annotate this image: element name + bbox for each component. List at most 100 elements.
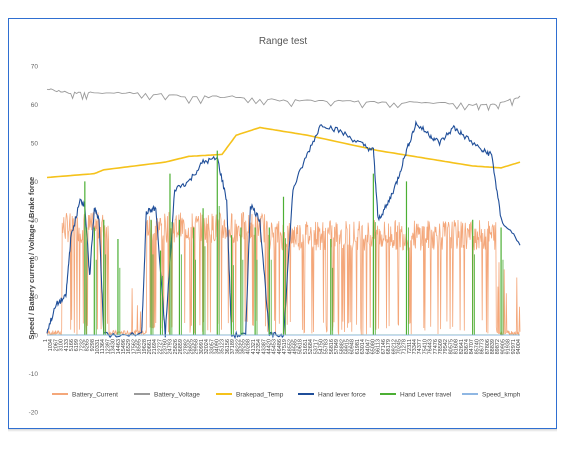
x-tick-label: 71278 <box>402 339 408 354</box>
series-line <box>46 126 521 179</box>
legend-label: Hand Lever travel <box>400 392 452 399</box>
x-tick-label: 67146 <box>381 339 387 354</box>
x-tick-label: 86773 <box>480 339 486 354</box>
series-line <box>46 88 521 112</box>
x-tick-label: 40288 <box>246 339 252 354</box>
x-tick-label: 82641 <box>459 339 465 354</box>
x-tick-label: 37189 <box>230 339 236 354</box>
x-tick-label: 53717 <box>313 339 319 354</box>
y-tick-label: 50 <box>31 140 39 147</box>
y-tick-label: 70 <box>31 64 39 71</box>
x-tick-label: 68179 <box>386 339 392 354</box>
x-tick-label: 88839 <box>490 339 496 354</box>
x-tick-label: 83674 <box>464 339 470 354</box>
x-tick-label: 10331 <box>95 339 101 354</box>
x-tick-label: 58882 <box>339 339 345 354</box>
legend-label: Brakepad_Temp <box>236 392 284 399</box>
x-tick-label: 63014 <box>360 339 366 354</box>
x-tick-label: 69212 <box>391 339 397 354</box>
x-tick-label: 18595 <box>137 339 143 354</box>
series-group <box>46 88 521 340</box>
x-tick-label: 38222 <box>235 339 241 354</box>
x-tick-label: 42354 <box>256 339 262 354</box>
x-tick-label: 21694 <box>152 339 158 354</box>
y-tick-label: -20 <box>29 410 39 417</box>
x-tick-label: 12397 <box>105 339 111 354</box>
x-tick-label: 70245 <box>396 339 402 354</box>
x-tick-label: 55783 <box>324 339 330 354</box>
y-tick-label: -10 <box>29 371 39 378</box>
legend: Battery_Current Battery_Voltage Brakepad_T… <box>52 392 521 399</box>
x-tick-label: 23760 <box>163 339 169 354</box>
x-tick-label: 20661 <box>147 339 153 354</box>
x-tick-label: 64047 <box>365 339 371 354</box>
x-tick-label: 78509 <box>438 339 444 354</box>
x-tick-label: 87806 <box>485 339 491 354</box>
x-tick-label: 24793 <box>168 339 174 354</box>
x-tick-label: 19628 <box>142 339 148 354</box>
series-hand-lever-travel <box>47 150 520 336</box>
x-tick-label: 59915 <box>344 339 350 354</box>
x-tick-label: 27892 <box>183 339 189 354</box>
x-tick-label: 33057 <box>209 339 215 354</box>
x-tick-label: 54750 <box>318 339 324 354</box>
x-ticks: 1 1034 2067 3100 4133 5166 6199 7232 8265 9298 103… <box>43 339 522 354</box>
x-tick-label: 29958 <box>194 339 200 354</box>
x-tick-label: 6199 <box>74 339 80 351</box>
x-tick-label: 35123 <box>220 339 226 354</box>
series-hand-lever-force <box>46 120 521 340</box>
x-tick-label: 44420 <box>267 339 273 354</box>
x-tick-label: 51651 <box>303 339 309 354</box>
x-tick-label: 60948 <box>350 339 356 354</box>
x-tick-label: 65080 <box>370 339 376 354</box>
x-tick-label: 32024 <box>204 339 210 354</box>
x-tick-label: 14463 <box>116 339 122 354</box>
x-tick-label: 75410 <box>422 339 428 354</box>
series-battery-voltage <box>46 88 521 112</box>
x-tick-label: 61981 <box>355 339 361 354</box>
x-tick-label: 39255 <box>241 339 247 354</box>
y-tick-label: 10 <box>31 294 39 301</box>
legend-label: Hand lever force <box>318 392 366 399</box>
x-tick-label: 25826 <box>173 339 179 354</box>
x-tick-label: 56816 <box>329 339 335 354</box>
x-tick-label: 1 <box>43 339 49 342</box>
x-tick-label: 81608 <box>454 339 460 354</box>
x-tick-label: 13430 <box>111 339 117 354</box>
x-tick-label: 45453 <box>272 339 278 354</box>
x-tick-label: 26859 <box>178 339 184 354</box>
y-tick-label: 0 <box>34 333 38 340</box>
chart-title: Range test <box>259 36 308 47</box>
x-tick-label: 9298 <box>90 339 96 351</box>
x-tick-label: 46486 <box>277 339 283 354</box>
x-tick-label: 41321 <box>251 339 257 354</box>
x-tick-label: 7232 <box>79 339 85 351</box>
x-tick-label: 2067 <box>53 339 59 351</box>
x-tick-label: 49585 <box>292 339 298 354</box>
series-brakepad-temp <box>46 126 521 179</box>
x-tick-label: 57849 <box>334 339 340 354</box>
x-tick-label: 47519 <box>282 339 288 354</box>
x-tick-label: 85740 <box>474 339 480 354</box>
x-tick-label: 84707 <box>469 339 475 354</box>
x-tick-label: 4133 <box>64 339 70 351</box>
x-tick-label: 72311 <box>407 339 413 354</box>
x-tick-label: 36156 <box>225 339 231 354</box>
y-tick-label: 40 <box>31 179 39 186</box>
x-tick-label: 77476 <box>433 339 439 354</box>
x-tick-label: 43387 <box>261 339 267 354</box>
x-tick-label: 73344 <box>412 339 418 354</box>
x-tick-label: 50618 <box>298 339 304 354</box>
x-tick-label: 48552 <box>287 339 293 354</box>
series-line <box>46 120 521 340</box>
x-tick-label: 16529 <box>126 339 132 354</box>
x-tick-label: 66113 <box>376 339 382 354</box>
x-tick-label: 90905 <box>500 339 506 354</box>
x-tick-label: 34090 <box>215 339 221 354</box>
x-tick-label: 3100 <box>59 339 65 351</box>
x-tick-label: 28925 <box>189 339 195 354</box>
x-tick-label: 80575 <box>448 339 454 354</box>
frame-shadow <box>8 429 557 432</box>
y-tick-label: 30 <box>31 217 39 224</box>
